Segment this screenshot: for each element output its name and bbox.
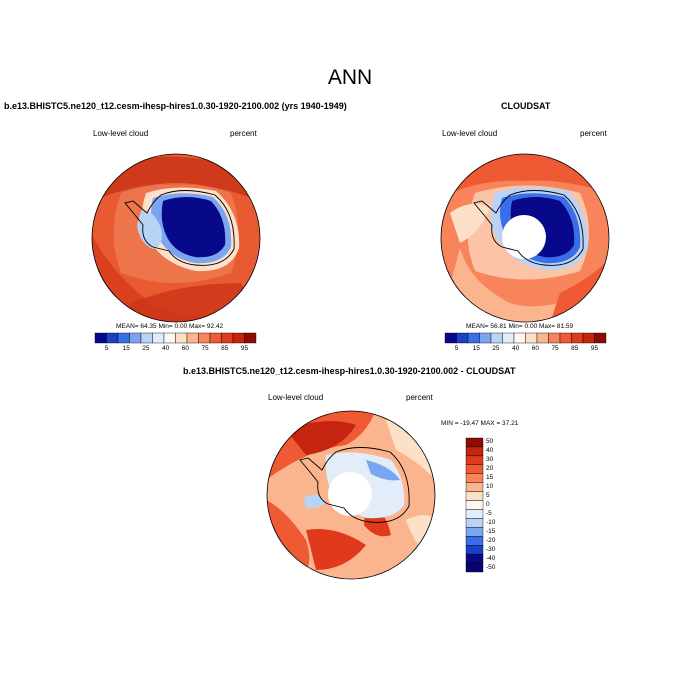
obs-colorbar-ticks: 5 15 25 40 60 75 85 95 xyxy=(445,345,606,355)
colorbar-tick-label: 40 xyxy=(512,345,520,352)
colorbar-box xyxy=(467,332,480,344)
colorbar-box xyxy=(465,464,484,474)
colorbar-tick-label: 75 xyxy=(201,345,209,352)
model-colorbar-ticks: 5 15 25 40 60 75 85 95 xyxy=(95,345,256,355)
colorbar-box xyxy=(198,332,211,344)
colorbar-box xyxy=(444,332,457,344)
colorbar-box xyxy=(479,332,492,344)
colorbar-box xyxy=(465,544,484,555)
diff-colorbar xyxy=(465,437,484,573)
colorbar-box xyxy=(106,332,119,344)
colorbar-box xyxy=(502,332,515,344)
model-stats: MEAN= 64.35 Min= 0.00 Max= 92.42 xyxy=(116,323,224,330)
colorbar-tick-label: -10 xyxy=(486,518,496,526)
colorbar-box xyxy=(548,332,561,344)
obs-polar-map xyxy=(440,153,610,323)
colorbar-tick-label: 95 xyxy=(590,345,599,352)
colorbar-tick-label: 85 xyxy=(221,345,229,352)
colorbar-tick-label: 30 xyxy=(486,456,494,464)
diff-panel-title: b.e13.BHISTC5.ne120_t12.cesm-ihesp-hires… xyxy=(183,366,516,376)
colorbar-tick-label: 15 xyxy=(122,345,130,352)
obs-units-label: percent xyxy=(580,129,607,138)
colorbar-tick-label: 5 xyxy=(486,492,490,500)
diff-units-label: percent xyxy=(406,393,433,402)
colorbar-box xyxy=(465,500,484,510)
colorbar-box xyxy=(465,527,484,537)
obs-panel-title: CLOUDSAT xyxy=(501,101,551,111)
colorbar-tick-label: -30 xyxy=(486,545,496,553)
colorbar-tick-label: -40 xyxy=(486,554,496,562)
colorbar-tick-label: 15 xyxy=(486,474,494,482)
colorbar-tick-label: 0 xyxy=(486,501,490,508)
obs-stats: MEAN= 56.81 Min= 0.00 Max= 81.59 xyxy=(466,323,574,330)
colorbar-box xyxy=(594,332,607,344)
colorbar-tick-label: 50 xyxy=(486,438,494,446)
model-units-label: percent xyxy=(230,129,257,138)
model-field-label: Low-level cloud xyxy=(93,129,149,138)
model-panel-title: b.e13.BHISTC5.ne120_t12.cesm-ihesp-hires… xyxy=(4,101,347,111)
colorbar-box xyxy=(465,455,484,466)
diff-field-label: Low-level cloud xyxy=(268,393,324,402)
colorbar-box xyxy=(117,332,130,344)
colorbar-box xyxy=(221,332,234,344)
colorbar-box xyxy=(456,332,469,344)
colorbar-tick-label: 25 xyxy=(142,345,150,352)
colorbar-tick-label: -5 xyxy=(486,509,492,517)
colorbar-tick-label: -15 xyxy=(486,527,496,535)
colorbar-tick-label: 10 xyxy=(486,483,494,491)
colorbar-tick-label: 40 xyxy=(162,345,170,352)
colorbar-tick-label: 60 xyxy=(531,345,539,352)
obs-colorbar xyxy=(444,332,607,344)
colorbar-box xyxy=(232,332,245,344)
colorbar-box xyxy=(582,332,595,344)
colorbar-box xyxy=(465,437,484,448)
colorbar-box xyxy=(209,332,222,344)
colorbar-box xyxy=(559,332,572,344)
colorbar-tick-label: 95 xyxy=(240,345,249,352)
diff-stats: MIN = -19.47 MAX = 37.21 xyxy=(441,420,519,427)
colorbar-tick-label: 85 xyxy=(571,345,579,352)
colorbar-box xyxy=(465,509,484,519)
colorbar-box xyxy=(465,562,484,573)
colorbar-box xyxy=(465,482,484,492)
colorbar-box xyxy=(244,332,257,344)
colorbar-box xyxy=(465,491,484,501)
diff-polar-map xyxy=(266,410,436,580)
colorbar-tick-label: 5 xyxy=(454,345,459,352)
colorbar-box xyxy=(465,553,484,564)
colorbar-tick-label: -20 xyxy=(486,536,496,544)
colorbar-box xyxy=(94,332,107,344)
colorbar-box xyxy=(513,332,526,344)
model-polar-map xyxy=(91,153,261,323)
colorbar-tick-label: 25 xyxy=(492,345,500,352)
colorbar-box xyxy=(186,332,199,344)
colorbar-box xyxy=(129,332,142,344)
obs-field-label: Low-level cloud xyxy=(442,129,498,138)
colorbar-box xyxy=(490,332,503,344)
figure-title: ANN xyxy=(327,66,373,89)
colorbar-box xyxy=(140,332,153,344)
colorbar-box xyxy=(465,446,484,457)
colorbar-box xyxy=(163,332,176,344)
colorbar-box xyxy=(571,332,584,344)
colorbar-tick-label: 60 xyxy=(181,345,189,352)
colorbar-tick-label: 75 xyxy=(551,345,559,352)
colorbar-box xyxy=(152,332,165,344)
colorbar-tick-label: 40 xyxy=(486,447,494,455)
colorbar-tick-label: 20 xyxy=(486,465,494,473)
colorbar-box xyxy=(175,332,188,344)
diff-colorbar-ticks: 50 40 30 20 15 10 5 0 -5 -10 -15 -20 -30 -40 -50 xyxy=(486,438,516,572)
colorbar-tick-label: 5 xyxy=(104,345,109,352)
colorbar-box xyxy=(465,473,484,483)
colorbar-tick-label: 15 xyxy=(472,345,480,352)
colorbar-box xyxy=(465,518,484,528)
model-colorbar xyxy=(94,332,257,344)
colorbar-tick-label: -50 xyxy=(486,563,496,571)
colorbar-box xyxy=(536,332,549,344)
colorbar-box xyxy=(525,332,538,344)
colorbar-box xyxy=(465,536,484,546)
